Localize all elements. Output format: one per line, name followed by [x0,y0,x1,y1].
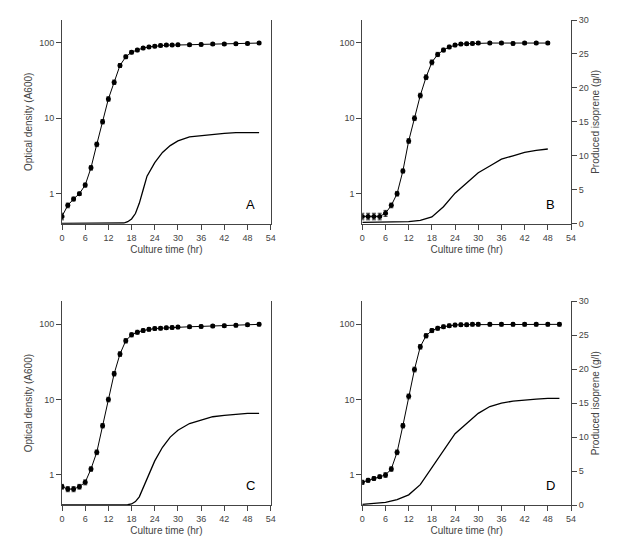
svg-text:C: C [246,478,255,493]
svg-text:10: 10 [579,151,589,161]
svg-text:12: 12 [103,233,113,243]
svg-text:42: 42 [219,233,229,243]
svg-text:1: 1 [349,470,354,480]
svg-text:10: 10 [344,395,354,405]
svg-text:6: 6 [83,233,88,243]
svg-text:1: 1 [49,189,54,199]
svg-text:24: 24 [450,514,460,524]
svg-text:5: 5 [579,185,584,195]
svg-text:0: 0 [59,233,64,243]
svg-text:42: 42 [520,514,530,524]
svg-text:36: 36 [496,514,506,524]
svg-text:30: 30 [473,233,483,243]
svg-text:100: 100 [339,38,354,48]
svg-text:48: 48 [242,233,252,243]
svg-text:54: 54 [266,233,276,243]
svg-text:18: 18 [427,514,437,524]
svg-text:25: 25 [579,49,589,59]
svg-text:100: 100 [39,319,54,329]
svg-text:0: 0 [579,219,584,229]
svg-text:Produced isoprene (g/l): Produced isoprene (g/l) [590,70,601,174]
svg-text:Culture time (hr): Culture time (hr) [431,525,503,536]
svg-text:48: 48 [543,514,553,524]
svg-text:36: 36 [496,233,506,243]
svg-text:15: 15 [579,117,589,127]
svg-text:100: 100 [39,38,54,48]
svg-text:Optical density (A600): Optical density (A600) [23,354,34,452]
svg-text:6: 6 [383,233,388,243]
svg-text:Produced isoprene (g/l): Produced isoprene (g/l) [590,351,601,455]
svg-text:48: 48 [543,233,553,243]
svg-text:10: 10 [44,113,54,123]
svg-text:18: 18 [127,233,137,243]
svg-text:20: 20 [579,364,589,374]
svg-text:0: 0 [59,514,64,524]
svg-text:30: 30 [473,514,483,524]
svg-text:B: B [546,197,555,212]
svg-text:18: 18 [127,514,137,524]
svg-text:36: 36 [196,514,206,524]
svg-text:0: 0 [360,233,365,243]
svg-text:12: 12 [103,514,113,524]
svg-text:5: 5 [579,466,584,476]
svg-text:0: 0 [579,500,584,510]
svg-text:Culture time (hr): Culture time (hr) [431,244,503,255]
svg-text:1: 1 [49,470,54,480]
svg-text:30: 30 [579,296,589,306]
svg-text:1: 1 [349,189,354,199]
svg-text:10: 10 [344,113,354,123]
svg-text:10: 10 [44,395,54,405]
svg-text:12: 12 [404,514,414,524]
svg-text:24: 24 [150,233,160,243]
svg-text:Culture time (hr): Culture time (hr) [130,244,202,255]
svg-text:42: 42 [520,233,530,243]
svg-text:54: 54 [266,514,276,524]
svg-text:A: A [246,197,255,212]
svg-text:Culture time (hr): Culture time (hr) [130,525,202,536]
svg-text:20: 20 [579,83,589,93]
svg-text:54: 54 [566,233,576,243]
svg-text:48: 48 [242,514,252,524]
svg-text:10: 10 [579,432,589,442]
svg-text:0: 0 [360,514,365,524]
svg-text:6: 6 [83,514,88,524]
svg-text:Optical density (A600): Optical density (A600) [23,73,34,171]
svg-text:24: 24 [450,233,460,243]
svg-text:18: 18 [427,233,437,243]
svg-text:12: 12 [404,233,414,243]
svg-text:30: 30 [579,15,589,25]
svg-text:36: 36 [196,233,206,243]
svg-text:30: 30 [173,233,183,243]
svg-text:30: 30 [173,514,183,524]
svg-text:24: 24 [150,514,160,524]
svg-text:6: 6 [383,514,388,524]
svg-text:42: 42 [219,514,229,524]
svg-text:D: D [546,478,555,493]
svg-text:100: 100 [339,319,354,329]
svg-text:25: 25 [579,330,589,340]
svg-text:54: 54 [566,514,576,524]
svg-text:15: 15 [579,398,589,408]
